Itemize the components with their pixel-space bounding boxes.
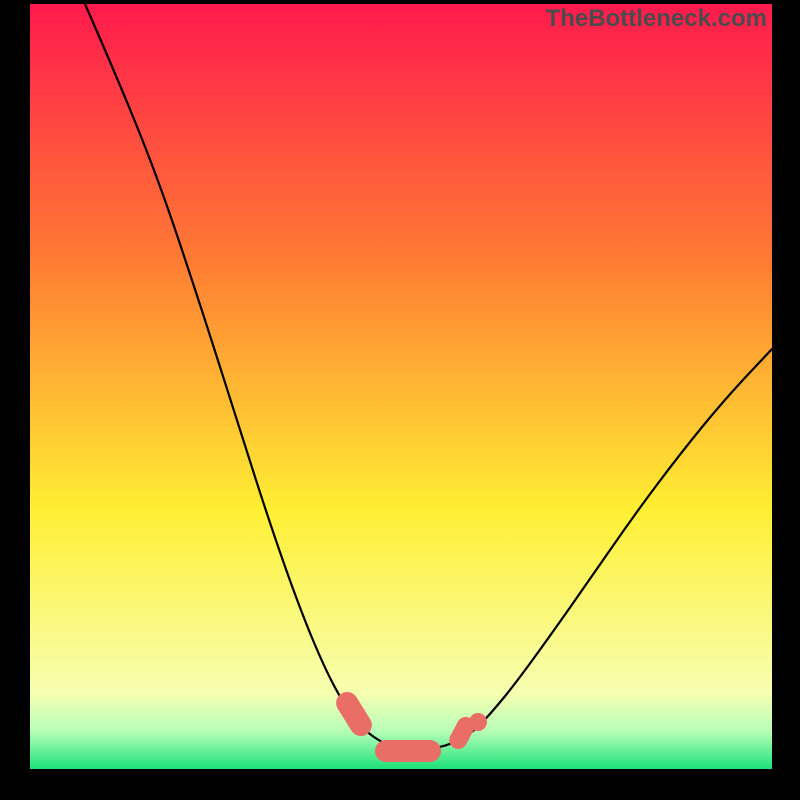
plot-area bbox=[30, 4, 772, 769]
watermark-text: TheBottleneck.com bbox=[546, 5, 767, 33]
bottom-marker-blob bbox=[469, 713, 487, 731]
bottom-marker-blob bbox=[375, 740, 441, 762]
